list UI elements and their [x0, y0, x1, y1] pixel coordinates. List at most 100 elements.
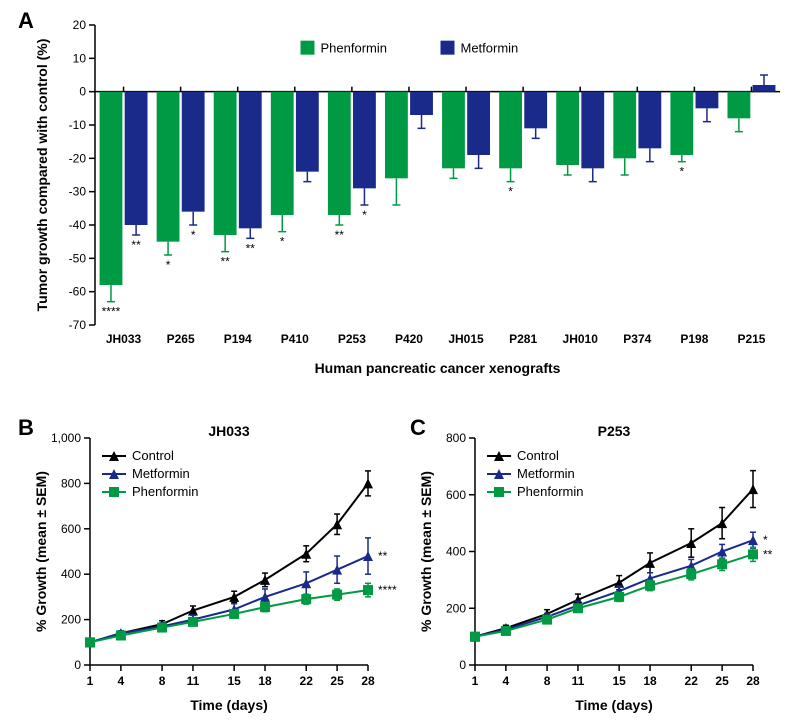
svg-text:-70: -70 — [69, 318, 87, 332]
svg-text:-30: -30 — [69, 185, 87, 199]
svg-text:Human pancreatic cancer xenogr: Human pancreatic cancer xenografts — [315, 360, 561, 376]
svg-text:10: 10 — [73, 51, 87, 65]
svg-text:Metformin: Metformin — [461, 41, 519, 56]
svg-text:15: 15 — [612, 674, 626, 688]
svg-text:Control: Control — [132, 448, 174, 463]
svg-text:JH010: JH010 — [563, 332, 599, 346]
panel-c-chart: 0200400600800148111518222528% Growth (me… — [415, 420, 785, 720]
svg-text:*: * — [679, 165, 684, 179]
svg-text:200: 200 — [61, 613, 81, 627]
figure-root: A B C -70-60-50-40-30-20-1001020Tumor gr… — [0, 0, 800, 726]
svg-text:P281: P281 — [509, 332, 537, 346]
bar — [670, 92, 693, 155]
svg-text:0: 0 — [79, 85, 86, 99]
svg-text:800: 800 — [446, 431, 466, 445]
svg-text:Phenformin: Phenformin — [517, 484, 583, 499]
bar — [753, 85, 776, 92]
svg-text:*: * — [280, 235, 285, 249]
svg-text:P374: P374 — [623, 332, 651, 346]
svg-text:400: 400 — [446, 545, 466, 559]
svg-text:8: 8 — [159, 674, 166, 688]
svg-text:% Growth (mean ± SEM): % Growth (mean ± SEM) — [418, 471, 434, 632]
bar — [442, 92, 465, 169]
svg-text:800: 800 — [61, 476, 81, 490]
svg-text:Tumor growth compared with con: Tumor growth compared with control (%) — [34, 39, 50, 312]
svg-text:28: 28 — [361, 674, 375, 688]
svg-text:JH033: JH033 — [106, 332, 142, 346]
bar — [328, 92, 351, 215]
series — [470, 471, 758, 642]
svg-text:0: 0 — [459, 658, 466, 672]
svg-text:*: * — [763, 533, 768, 547]
svg-text:**: ** — [220, 255, 230, 269]
svg-text:****: **** — [102, 305, 121, 319]
svg-text:1: 1 — [472, 674, 479, 688]
svg-text:P253: P253 — [338, 332, 366, 346]
bar — [296, 92, 319, 172]
svg-text:Time (days): Time (days) — [575, 697, 653, 713]
panel-b-chart: 02004006008001,000148111518222528% Growt… — [30, 420, 400, 720]
bar — [727, 92, 750, 119]
svg-text:25: 25 — [715, 674, 729, 688]
svg-text:0: 0 — [74, 658, 81, 672]
svg-text:**: ** — [378, 549, 388, 563]
bar — [125, 92, 148, 225]
svg-text:20: 20 — [73, 18, 87, 32]
bar — [499, 92, 522, 169]
panel-a-legend: Phenformin Metformin — [301, 41, 519, 56]
svg-text:JH033: JH033 — [208, 423, 249, 439]
bar — [157, 92, 180, 242]
svg-text:JH015: JH015 — [448, 332, 484, 346]
svg-text:600: 600 — [446, 488, 466, 502]
svg-text:Phenformin: Phenformin — [132, 484, 198, 499]
svg-text:P410: P410 — [281, 332, 309, 346]
svg-text:18: 18 — [258, 674, 272, 688]
svg-text:Metformin: Metformin — [517, 466, 575, 481]
svg-text:P198: P198 — [680, 332, 708, 346]
svg-text:1: 1 — [87, 674, 94, 688]
bar — [581, 92, 604, 169]
svg-text:8: 8 — [544, 674, 551, 688]
svg-text:Phenformin: Phenformin — [321, 41, 387, 56]
bar — [100, 92, 123, 285]
bar — [182, 92, 205, 212]
bar — [385, 92, 408, 179]
svg-text:*: * — [508, 185, 513, 199]
svg-text:1,000: 1,000 — [51, 431, 81, 445]
series: ** — [470, 547, 773, 641]
svg-text:Metformin: Metformin — [132, 466, 190, 481]
svg-text:600: 600 — [61, 522, 81, 536]
svg-text:**: ** — [246, 241, 256, 255]
svg-text:11: 11 — [572, 674, 585, 688]
bar — [524, 92, 547, 129]
line-legend: Control Metformin Phenformin — [487, 448, 583, 499]
panel-a-chart: -70-60-50-40-30-20-1001020Tumor growth c… — [30, 10, 790, 410]
bar — [239, 92, 262, 229]
svg-text:% Growth (mean ± SEM): % Growth (mean ± SEM) — [33, 471, 49, 632]
svg-text:28: 28 — [746, 674, 760, 688]
svg-text:-10: -10 — [69, 118, 87, 132]
svg-text:P420: P420 — [395, 332, 423, 346]
svg-text:**: ** — [335, 228, 345, 242]
svg-text:Time (days): Time (days) — [190, 697, 268, 713]
svg-text:4: 4 — [503, 674, 510, 688]
bar — [214, 92, 237, 235]
bar — [410, 92, 433, 115]
svg-text:*: * — [362, 208, 367, 222]
svg-text:P265: P265 — [167, 332, 195, 346]
svg-text:400: 400 — [61, 567, 81, 581]
svg-text:**: ** — [131, 238, 141, 252]
svg-text:15: 15 — [227, 674, 241, 688]
svg-text:Control: Control — [517, 448, 559, 463]
svg-text:200: 200 — [446, 601, 466, 615]
svg-text:22: 22 — [300, 674, 314, 688]
bar — [353, 92, 376, 189]
svg-text:**: ** — [763, 547, 773, 561]
bar — [696, 92, 719, 109]
svg-text:-60: -60 — [69, 285, 87, 299]
svg-text:25: 25 — [330, 674, 344, 688]
svg-text:-40: -40 — [69, 218, 87, 232]
svg-text:-20: -20 — [69, 151, 87, 165]
svg-text:22: 22 — [685, 674, 699, 688]
svg-text:*: * — [166, 258, 171, 272]
